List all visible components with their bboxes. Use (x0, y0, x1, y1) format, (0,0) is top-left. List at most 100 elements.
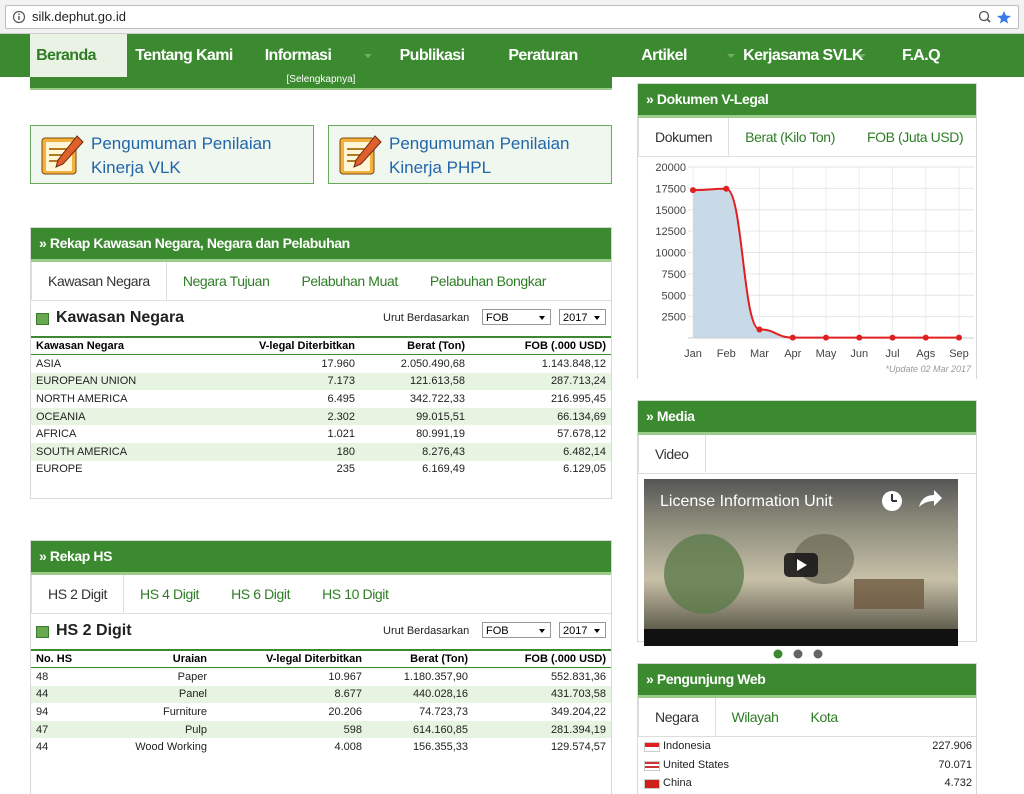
header-row: Kawasan Negara V-legal Diterbitkan Berat (… (31, 336, 611, 355)
point (756, 326, 763, 333)
tab[interactable]: HS 10 Digit (322, 586, 389, 602)
table-cell: 342.722,33 (409, 392, 465, 405)
year-select[interactable]: 2017 (559, 622, 606, 638)
tab[interactable]: Dokumen (638, 118, 730, 156)
video-title[interactable]: License Information Unit (660, 493, 833, 510)
tab[interactable]: FOB (Juta USD) (866, 129, 964, 145)
video-player[interactable]: License Information Unit (644, 479, 958, 646)
tab[interactable]: Pelabuhan Bongkar (429, 273, 547, 289)
tab-bar: Kawasan Negara Negara Tujuan Pelabuhan Mua… (31, 262, 611, 301)
nav-item[interactable]: Kerjasama SVLK (743, 47, 863, 64)
country-name: Indonesia (663, 740, 711, 752)
point (956, 334, 962, 341)
url[interactable]: silk.dephut.go.id (32, 9, 126, 24)
table-cell: OCEANIA (31, 407, 187, 426)
column-header: Uraian (106, 649, 212, 668)
table-row: 48 Paper 10.967 1.180.357,90 552.831,36 (31, 668, 611, 686)
browser-toolbar: silk.dephut.go.id (0, 0, 1024, 34)
panel-title: » Dokumen V-Legal (638, 84, 976, 118)
point (922, 334, 929, 341)
tab[interactable]: Video (638, 435, 706, 473)
y-tick-label: 12500 (655, 226, 686, 238)
tab-bar: Negara Wilayah Kota (638, 698, 976, 737)
browser-icons[interactable] (978, 10, 1014, 24)
table-cell: 80.991,19 (416, 428, 465, 441)
tab[interactable]: Kawasan Negara (31, 262, 167, 300)
table-cell: 1.180.357,90 (403, 670, 468, 683)
video-thumbnail (644, 490, 958, 646)
table-cell: 552.831,36 (550, 670, 606, 683)
data-table: No. HS Uraian V-legal Diterbitkan Berat (To… (31, 649, 611, 756)
table-cell: Paper (177, 670, 207, 683)
update-note: *Update 02 Mar 2017 (885, 364, 971, 374)
news-strip: [Selengkapnya] (30, 74, 612, 90)
year-select[interactable]: 2017 (559, 309, 606, 325)
tab[interactable]: Wilayah (731, 709, 779, 725)
tab-bar: Video (638, 435, 976, 474)
info-icon[interactable] (12, 10, 26, 24)
column-header: V-legal Diterbitkan (212, 649, 367, 668)
table-cell: 4.008 (334, 741, 362, 754)
sort-select[interactable]: FOB (482, 622, 551, 638)
tab[interactable]: HS 4 Digit (140, 586, 200, 602)
table-cell: 431.703,58 (473, 685, 611, 704)
dropdown-caret (364, 54, 372, 58)
y-tick-label: 15000 (655, 205, 686, 217)
x-tick-label: Mar (750, 348, 769, 360)
announcement-card[interactable]: Pengumuman Penilaian Kinerja VLK (30, 125, 314, 184)
nav-item[interactable]: Artikel (641, 47, 687, 64)
section-subtitle: HS 2 Digit (56, 622, 132, 639)
tab[interactable]: HS 6 Digit (231, 586, 291, 602)
panel-title-text: Pengunjung Web (656, 671, 766, 687)
nav-item[interactable]: Beranda (36, 47, 96, 64)
table-cell: 235 (336, 463, 355, 476)
tab[interactable]: Negara (638, 698, 716, 736)
y-tick-label: 20000 (655, 162, 686, 174)
x-tick-label: Jul (885, 348, 899, 360)
x-tick-label: Sep (949, 348, 969, 360)
table-cell: 6.495 (327, 392, 355, 405)
table-icon (36, 313, 49, 325)
nav-item[interactable]: Tentang Kami (135, 47, 233, 64)
line (692, 187, 959, 339)
column-header: Kawasan Negara (31, 336, 187, 355)
tab[interactable]: Pelabuhan Muat (301, 273, 398, 289)
carousel-dots[interactable] (770, 648, 830, 660)
point (789, 334, 796, 341)
announcement-card[interactable]: Pengumuman Penilaian Kinerja PHPL (328, 125, 612, 184)
table-row: EUROPE 235 6.169,49 6.129,05 (31, 461, 611, 479)
panel-title: » Media (638, 401, 976, 435)
x-tick-label: May (816, 348, 837, 360)
visitor-row: China 4.732 (642, 774, 972, 793)
nav-item[interactable]: Peraturan (508, 47, 578, 64)
tab[interactable]: Negara Tujuan (182, 273, 270, 289)
nav-item[interactable]: Informasi (264, 47, 332, 64)
announcement-text[interactable]: Pengumuman Penilaian Kinerja VLK (91, 134, 272, 177)
nav-item[interactable]: F.A.Q (902, 47, 941, 64)
table-cell: 48 (36, 670, 49, 683)
tab[interactable]: HS 2 Digit (31, 575, 125, 613)
y-tick-label: 2500 (662, 312, 686, 324)
table-cell: AFRICA (36, 428, 77, 441)
table-cell: EUROPEAN UNION (31, 372, 187, 391)
rekap-kawasan-panel: » Rekap Kawasan Negara, Negara dan Pelab… (30, 227, 612, 499)
table-cell: 216.995,45 (550, 392, 606, 405)
table-row: 47 Pulp 598 614.160,85 281.394,19 (31, 720, 611, 739)
table-cell: 281.394,19 (473, 720, 611, 739)
nav-item[interactable]: Publikasi (399, 47, 465, 64)
more-link[interactable]: [Selengkapnya] (286, 74, 356, 85)
table-cell: 129.574,57 (550, 741, 606, 754)
column-header: Berat (Ton) (367, 649, 473, 668)
sort-select[interactable]: FOB (482, 309, 551, 325)
point (823, 334, 829, 341)
table-row: AFRICA 1.021 80.991,19 57.678,12 (31, 425, 611, 443)
column-header: V-legal Diterbitkan (187, 336, 360, 355)
address-bar[interactable]: silk.dephut.go.id (5, 5, 1019, 29)
table-cell: 66.134,69 (470, 407, 611, 426)
tab[interactable]: Kota (810, 709, 839, 725)
table-cell: 99.015,51 (360, 407, 470, 426)
announcement-text[interactable]: Pengumuman Penilaian Kinerja PHPL (389, 134, 570, 177)
country-name: China (663, 777, 692, 790)
tab[interactable]: Berat (Kilo Ton) (745, 129, 835, 145)
